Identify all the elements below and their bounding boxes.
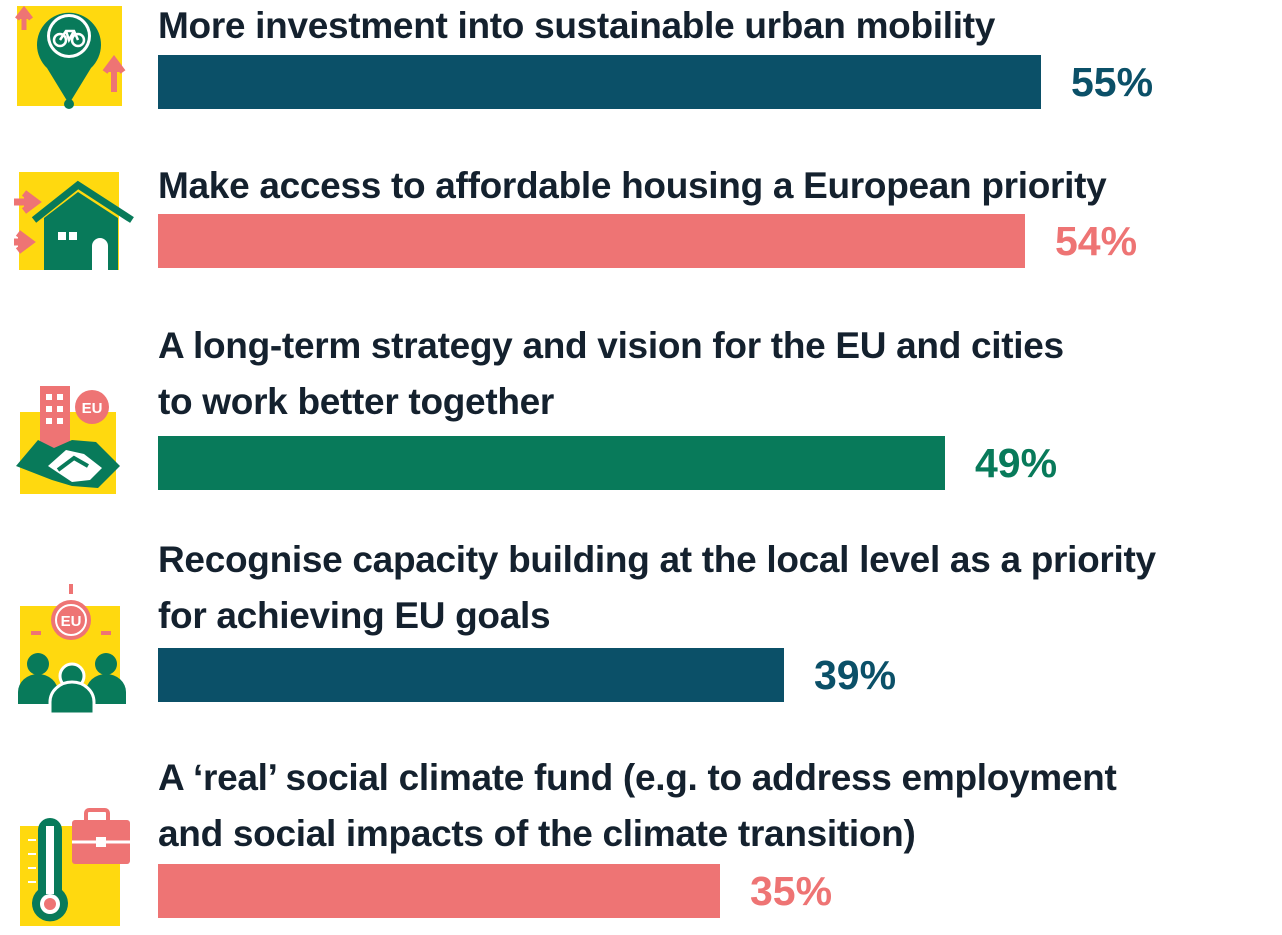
bar — [158, 55, 1041, 109]
chart-item-4: EU Recognise capacity building at the lo… — [0, 532, 1282, 716]
house-icon — [2, 160, 134, 280]
category-label: Recognise capacity building at the local… — [158, 539, 1156, 580]
chart-item-5: A ‘real’ social climate fund (e.g. to ad… — [0, 750, 1282, 928]
category-label: A ‘real’ social climate fund (e.g. to ad… — [158, 757, 1117, 798]
people-eu-icon: EU — [14, 580, 134, 716]
eu-badge-text: EU — [82, 400, 103, 417]
thermometer-briefcase-icon — [14, 808, 134, 928]
category-label: to work better together — [158, 381, 555, 422]
value-label: 39% — [814, 652, 897, 698]
value-label: 49% — [975, 440, 1058, 486]
chart-item-3: EU A long-term strategy and vision for t… — [0, 320, 1282, 500]
category-label: for achieving EU goals — [158, 595, 551, 636]
value-label: 54% — [1055, 218, 1138, 264]
bar — [158, 214, 1025, 268]
chart-item-2: Make access to affordable housing a Euro… — [0, 160, 1282, 280]
category-label: and social impacts of the climate transi… — [158, 813, 916, 854]
chart-item-1: More investment into sustainable urban m… — [0, 0, 1282, 120]
category-label: More investment into sustainable urban m… — [158, 5, 996, 46]
category-label: A long-term strategy and vision for the … — [158, 325, 1064, 366]
value-label: 55% — [1071, 59, 1154, 105]
value-label: 35% — [750, 868, 833, 914]
bicycle-location-pin-icon — [14, 0, 134, 120]
category-label: Make access to affordable housing a Euro… — [158, 165, 1107, 206]
eu-badge-text: EU — [61, 613, 82, 630]
bar — [158, 436, 945, 490]
handshake-eu-icon: EU — [14, 370, 134, 494]
bar — [158, 648, 784, 702]
bar — [158, 864, 720, 918]
